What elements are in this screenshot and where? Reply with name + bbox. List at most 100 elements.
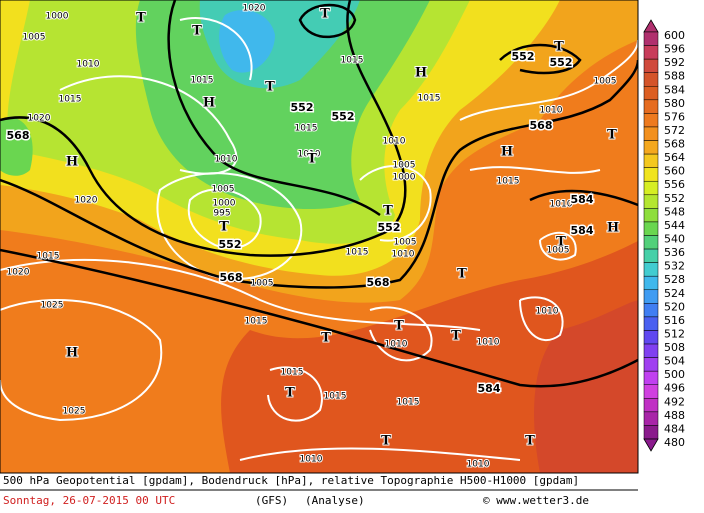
contour-label: 552 xyxy=(550,56,573,69)
contour-label: 568 xyxy=(220,271,243,284)
isobars xyxy=(0,17,638,461)
isobar-label: 1005 xyxy=(251,279,274,289)
contour-label: 552 xyxy=(291,101,314,114)
pressure-system: T xyxy=(554,40,564,55)
pressure-system: H xyxy=(415,66,427,81)
colorbar-label: 548 xyxy=(664,205,685,218)
colorbar-swatch xyxy=(643,370,659,385)
band-west xyxy=(0,117,33,176)
isobar-label: 1010 xyxy=(477,338,500,348)
colorbar-label: 512 xyxy=(664,327,685,340)
colorbar-swatch xyxy=(643,113,659,128)
contour xyxy=(0,59,638,289)
colorbar-label: 540 xyxy=(664,233,685,246)
isobar-label: 1005 xyxy=(547,246,570,256)
colorbar-swatch xyxy=(643,330,659,345)
colorbar-swatch xyxy=(643,275,659,291)
contour xyxy=(529,189,638,207)
warm-region xyxy=(221,240,638,473)
band-540 xyxy=(135,0,431,210)
colorbar-swatch xyxy=(643,86,659,101)
isobar-label: 1010 xyxy=(540,106,563,116)
isobar-label: 1015 xyxy=(245,317,268,327)
isobar xyxy=(359,165,432,242)
isobar xyxy=(0,299,163,422)
colorbar-swatch xyxy=(643,45,659,60)
isobar-label: 1015 xyxy=(397,398,420,408)
pressure-system: H xyxy=(607,221,619,236)
pressure-system: T xyxy=(320,7,330,22)
warm-core xyxy=(534,300,638,473)
pressure-system: T xyxy=(394,319,404,334)
map: 1000 1005 1010 1015 1020 1015 1020 1015 1015 1010… xyxy=(0,0,638,473)
contour-label: 584 xyxy=(571,193,594,206)
isobar-label: 1010 xyxy=(298,150,321,160)
isobar xyxy=(187,188,262,250)
colorbar-swatch xyxy=(643,208,659,223)
colorbar-swatch xyxy=(643,411,659,426)
isobar xyxy=(267,366,323,422)
isobar-label: 1015 xyxy=(346,248,369,258)
colorbar-swatch xyxy=(643,289,659,304)
isobar xyxy=(469,166,601,174)
pressure-system: H xyxy=(501,145,513,160)
colorbar-label: 544 xyxy=(664,219,685,232)
map-frame xyxy=(0,0,639,474)
isobar-label: 1015 xyxy=(418,94,441,104)
isobar-label: 1020 xyxy=(28,114,51,124)
isobar-label: 1000 xyxy=(213,199,236,209)
isobar-label: 1015 xyxy=(295,124,318,134)
colorbar-swatch xyxy=(643,425,659,440)
pressure-system: T xyxy=(457,267,467,282)
colorbar-label: 596 xyxy=(664,43,685,56)
isobar-label: 1010 xyxy=(467,460,490,470)
isobar xyxy=(519,296,564,341)
isobar-label: 1000 xyxy=(393,173,416,183)
pressure-system: T xyxy=(451,329,461,344)
isobar-label: 1010 xyxy=(383,137,406,147)
isobar-label: 1015 xyxy=(37,252,60,262)
colorbar-swatch xyxy=(643,357,659,372)
contour-label: 584 xyxy=(571,224,594,237)
isobar xyxy=(0,259,481,331)
pressure-system: T xyxy=(219,220,229,235)
caption-source: © www.wetter3.de xyxy=(483,494,589,507)
colorbar-swatch xyxy=(643,180,659,196)
contour xyxy=(167,0,381,217)
caption-date: Sonntag, 26-07-2015 00 UTC xyxy=(3,494,175,507)
colorbar-label: 600 xyxy=(664,29,685,42)
isobar-label: 1010 xyxy=(215,155,238,165)
colorbar-swatch xyxy=(643,194,659,209)
pressure-system: T xyxy=(285,386,295,401)
isobar xyxy=(539,231,577,261)
isobar-label: 1005 xyxy=(594,77,617,87)
contour-label: 552 xyxy=(332,110,355,123)
colorbar-label: 552 xyxy=(664,192,685,205)
contour xyxy=(499,43,582,75)
colorbar-label: 496 xyxy=(664,382,685,395)
caption-run: (Analyse) xyxy=(305,494,365,507)
isobar-label: 1010 xyxy=(536,307,559,317)
colorbar-swatch xyxy=(643,140,659,155)
isobar-label: 1010 xyxy=(550,200,573,210)
colorbar-swatch xyxy=(643,58,659,73)
isobar-label: 1010 xyxy=(385,340,408,350)
contour-label: 584 xyxy=(478,382,501,395)
colorbar: 6005965925885845805765725685645605565525… xyxy=(643,19,685,452)
isobar-label: 1015 xyxy=(497,177,520,187)
pressure-system: T xyxy=(525,434,535,449)
isobar-label: 1005 xyxy=(23,33,46,43)
pressure-system: T xyxy=(321,331,331,346)
colorbar-label: 532 xyxy=(664,260,685,273)
colorbar-label: 560 xyxy=(664,165,685,178)
pressure-system: T xyxy=(607,128,617,143)
pressure-system: T xyxy=(136,11,146,26)
isobar xyxy=(239,447,521,461)
pressure-system: T xyxy=(556,235,566,250)
map-labels: 1000 1005 1010 1015 1020 1015 1020 1015 1015 1010… xyxy=(5,3,620,471)
colorbar-label: 508 xyxy=(664,341,685,354)
colorbar-label: 584 xyxy=(664,83,685,96)
isobar-label: 1005 xyxy=(394,238,417,248)
colorbar-label: 528 xyxy=(664,273,685,286)
isobar-label: 1020 xyxy=(7,268,30,278)
